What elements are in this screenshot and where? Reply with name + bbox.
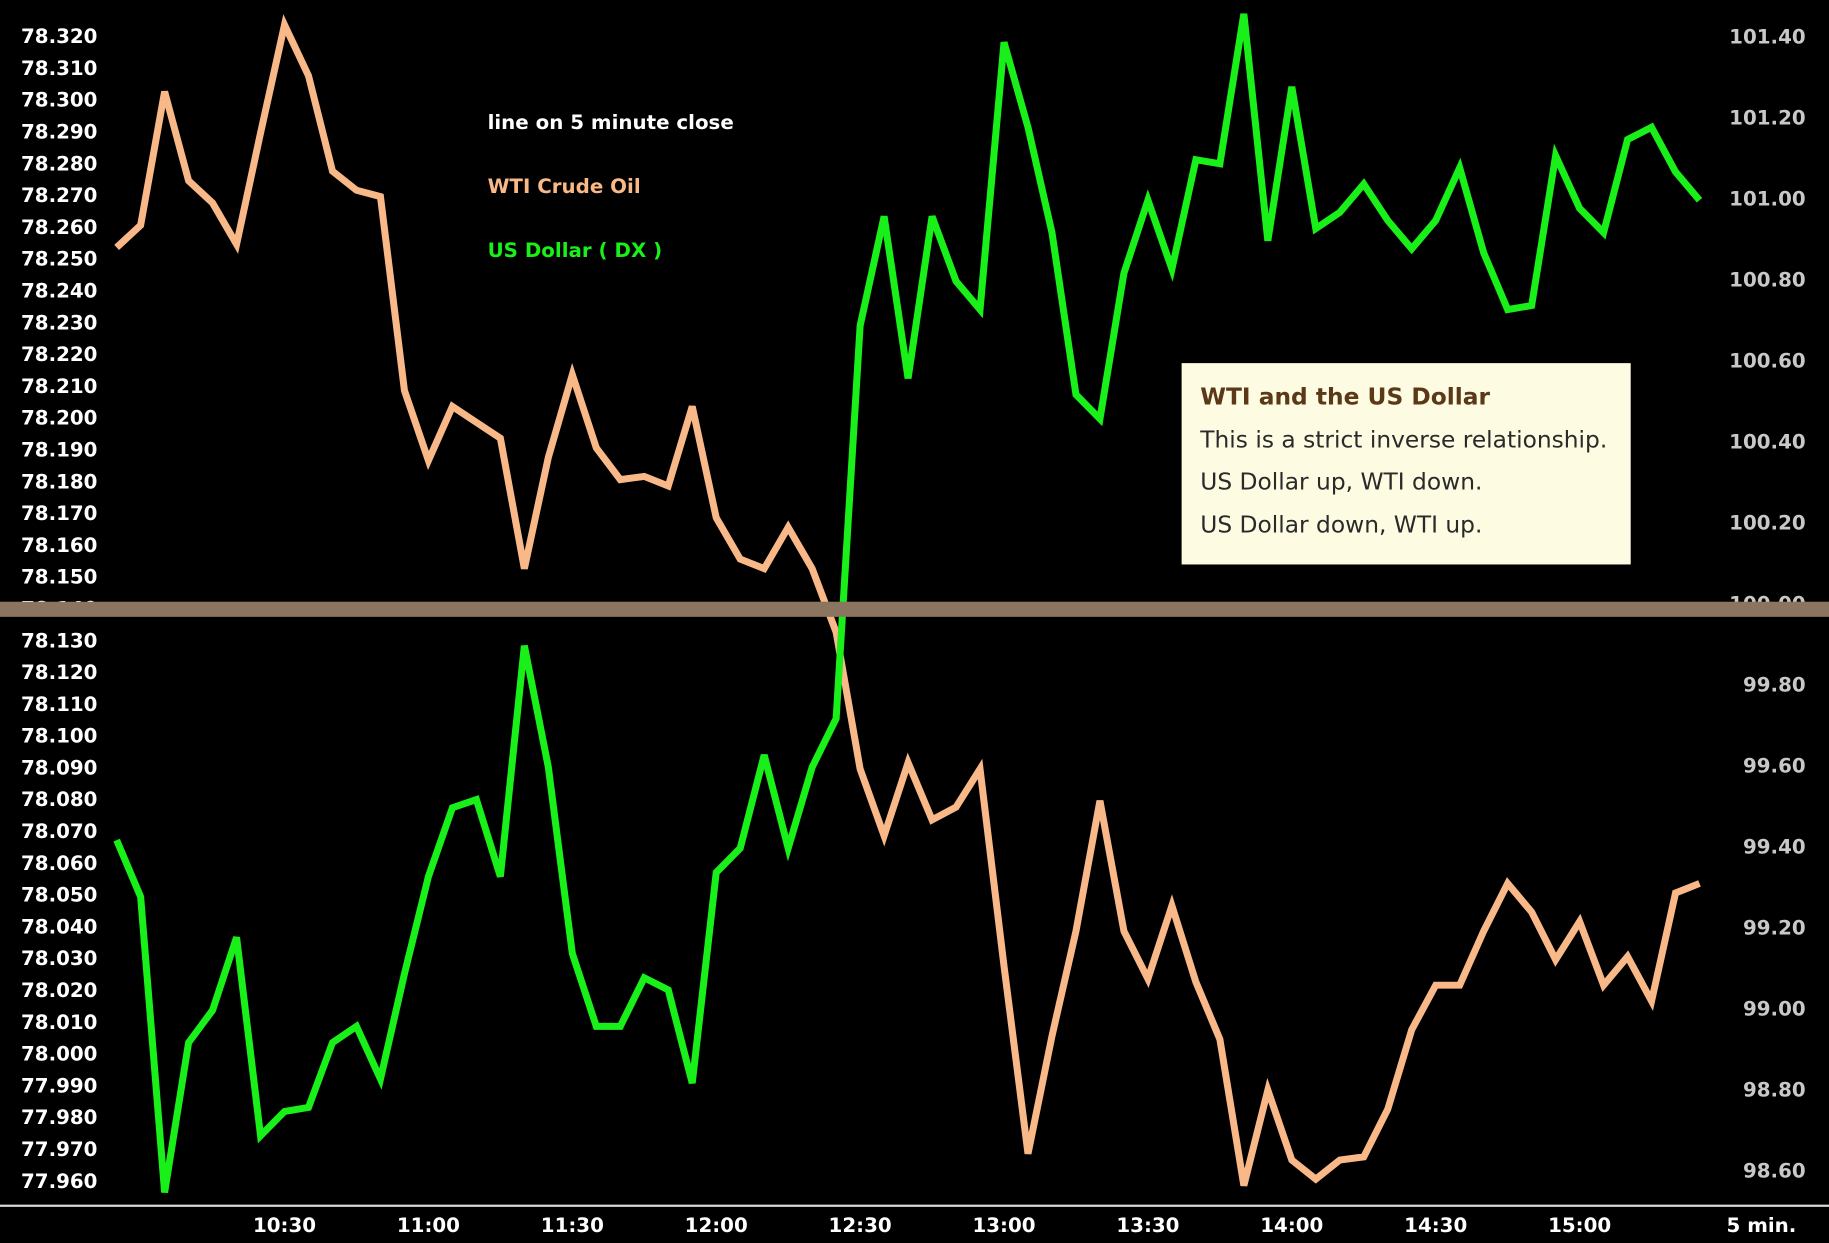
y-tick-label: 77.990 [21, 1074, 97, 1097]
y-tick-label: 78.270 [21, 184, 97, 207]
y-tick-label: 78.070 [21, 820, 97, 843]
y-tick-label: 78.310 [21, 57, 97, 80]
x-axis-label: 5 min. [1727, 1214, 1797, 1237]
y-tick-label: 78.080 [21, 788, 97, 811]
data-line [114, 14, 1701, 1187]
x-tick-label: 14:00 [1260, 1214, 1323, 1237]
annotation-line: US Dollar down, WTI up. [1200, 512, 1482, 539]
y-tick-label: 78.100 [21, 725, 97, 748]
y-tick-label: 78.030 [21, 947, 97, 970]
legend-entry: US Dollar ( DX ) [488, 239, 663, 262]
x-tick-label: 12:00 [685, 1214, 748, 1237]
y-tick-label: 77.960 [21, 1170, 97, 1193]
x-tick-label: 11:30 [541, 1214, 604, 1237]
legend-entry: WTI Crude Oil [488, 175, 641, 198]
annotation-line: US Dollar up, WTI down. [1200, 469, 1482, 496]
y-tick-label: 78.040 [21, 915, 97, 938]
y-tick-label: 78.090 [21, 756, 97, 779]
y-tick-label: 78.300 [21, 89, 97, 112]
y-tick-label: 78.200 [21, 407, 97, 430]
y-tick-label: 78.010 [21, 1011, 97, 1034]
x-tick-label: 15:00 [1548, 1214, 1611, 1237]
y-tick-label: 78.190 [21, 439, 97, 462]
y-tick-label: 78.290 [21, 121, 97, 144]
y-tick-label: 78.000 [21, 1043, 97, 1066]
y-tick-label: 78.060 [21, 852, 97, 875]
y-tick-label: 78.250 [21, 248, 97, 271]
y-tick-label: 78.130 [21, 629, 97, 652]
y-tick-label: 77.970 [21, 1138, 97, 1161]
data-line [113, 13, 1703, 1193]
y-tick-label: 78.160 [21, 534, 97, 557]
y-tick-label: 78.170 [21, 502, 97, 525]
y-tick-label: 78.150 [21, 566, 97, 589]
y2-tick-label: 98.60 [1743, 1160, 1806, 1183]
annotation-line: This is a strict inverse relationship. [1199, 427, 1607, 454]
y-tick-label: 78.280 [21, 152, 97, 175]
y2-tick-label: 100.20 [1729, 512, 1805, 535]
x-tick-label: 10:30 [253, 1214, 316, 1237]
y-tick-label: 78.110 [21, 693, 97, 716]
annotation-background [1181, 363, 1631, 565]
y2-tick-label: 101.40 [1729, 26, 1805, 49]
y-tick-label: 78.020 [21, 979, 97, 1002]
y2-tick-label: 101.20 [1729, 107, 1805, 130]
x-tick-label: 12:30 [829, 1214, 892, 1237]
y2-tick-label: 98.80 [1743, 1079, 1806, 1102]
y-tick-label: 78.050 [21, 884, 97, 907]
y-tick-label: 78.220 [21, 343, 97, 366]
annotation-box: WTI and the US Dollar This is a strict i… [1181, 363, 1631, 565]
y2-tick-label: 100.60 [1729, 350, 1805, 373]
divider-band [0, 601, 1829, 617]
subtitle: line on 5 minute close [488, 111, 734, 134]
x-tick-label: 14:30 [1404, 1214, 1467, 1237]
y-tick-label: 78.120 [21, 661, 97, 684]
y2-tick-label: 101.00 [1729, 188, 1805, 211]
x-tick-label: 13:30 [1116, 1214, 1179, 1237]
y2-tick-label: 99.20 [1743, 917, 1806, 940]
y-tick-label: 77.980 [21, 1106, 97, 1129]
annotation-title: WTI and the US Dollar [1200, 384, 1490, 411]
y2-tick-label: 100.80 [1729, 269, 1805, 292]
y-tick-label: 78.320 [21, 25, 97, 48]
y2-tick-label: 99.00 [1743, 998, 1806, 1021]
x-tick-label: 13:00 [972, 1214, 1035, 1237]
y-tick-label: 78.180 [21, 470, 97, 493]
y2-tick-label: 99.80 [1743, 674, 1806, 697]
x-tick-label: 11:00 [397, 1214, 460, 1237]
y-tick-label: 78.260 [21, 216, 97, 239]
line-layer [113, 13, 1703, 1193]
y-tick-label: 78.230 [21, 311, 97, 334]
y2-tick-label: 99.60 [1743, 755, 1806, 778]
y2-tick-label: 99.40 [1743, 836, 1806, 859]
y-tick-label: 78.240 [21, 280, 97, 303]
y2-tick-label: 100.40 [1729, 431, 1805, 454]
y-tick-label: 78.210 [21, 375, 97, 398]
